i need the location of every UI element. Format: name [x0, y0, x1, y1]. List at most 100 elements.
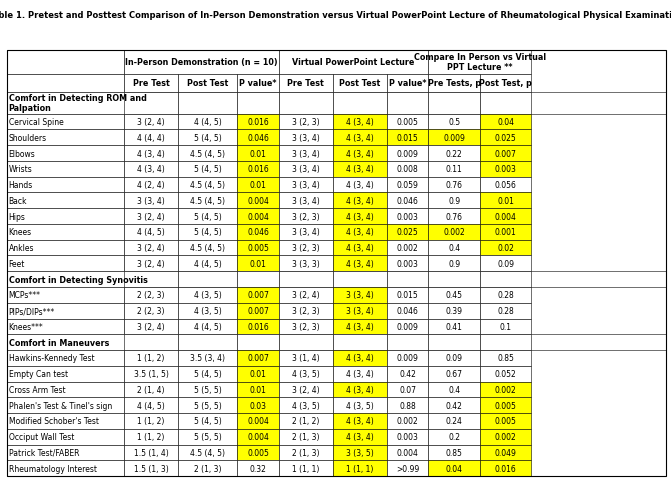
- Text: 3 (2, 4): 3 (2, 4): [292, 291, 319, 300]
- Text: 0.22: 0.22: [446, 149, 462, 158]
- Text: 0.02: 0.02: [497, 243, 514, 252]
- Bar: [7, 366, 124, 382]
- Bar: [333, 350, 387, 366]
- Bar: [333, 209, 387, 225]
- Text: 0.005: 0.005: [247, 243, 269, 252]
- Bar: [480, 162, 531, 177]
- Bar: [178, 209, 238, 225]
- Text: Patrick Test/FABER: Patrick Test/FABER: [9, 448, 79, 457]
- Text: Empty Can test: Empty Can test: [9, 370, 68, 378]
- Text: 0.76: 0.76: [446, 180, 462, 190]
- Text: 0.046: 0.046: [397, 196, 419, 205]
- Bar: [428, 114, 480, 130]
- Text: Post Test: Post Test: [187, 79, 228, 88]
- Bar: [7, 177, 124, 193]
- Text: Comfort in Maneuvers: Comfort in Maneuvers: [9, 338, 109, 347]
- Bar: [238, 193, 279, 209]
- Text: 5 (5, 5): 5 (5, 5): [194, 432, 221, 441]
- Bar: [178, 240, 238, 256]
- Bar: [178, 225, 238, 240]
- Bar: [387, 193, 428, 209]
- Bar: [178, 460, 238, 476]
- Text: Hips: Hips: [9, 212, 25, 221]
- Bar: [333, 335, 387, 350]
- Bar: [124, 256, 178, 272]
- Bar: [387, 272, 428, 288]
- Bar: [480, 177, 531, 193]
- Text: 0.01: 0.01: [250, 259, 266, 268]
- Text: 0.016: 0.016: [247, 118, 269, 127]
- Bar: [178, 288, 238, 303]
- Text: Elbows: Elbows: [9, 149, 36, 158]
- Bar: [428, 460, 480, 476]
- Text: 0.4: 0.4: [448, 243, 460, 252]
- Bar: [480, 350, 531, 366]
- Bar: [333, 288, 387, 303]
- Bar: [178, 162, 238, 177]
- Bar: [387, 397, 428, 413]
- Text: 4 (3, 5): 4 (3, 5): [194, 291, 221, 300]
- Text: 0.009: 0.009: [397, 354, 419, 363]
- Text: 4 (3, 4): 4 (3, 4): [346, 149, 374, 158]
- Text: 1 (1, 1): 1 (1, 1): [346, 464, 374, 473]
- Bar: [428, 335, 480, 350]
- Text: 2 (1, 4): 2 (1, 4): [138, 385, 165, 394]
- Text: 0.04: 0.04: [497, 118, 514, 127]
- Text: 4 (4, 5): 4 (4, 5): [194, 322, 221, 331]
- Bar: [333, 162, 387, 177]
- Bar: [178, 177, 238, 193]
- Text: 3 (3, 3): 3 (3, 3): [292, 259, 320, 268]
- Bar: [480, 288, 531, 303]
- Bar: [7, 50, 666, 476]
- Bar: [428, 429, 480, 444]
- Text: 4 (3, 4): 4 (3, 4): [346, 322, 374, 331]
- Text: Wrists: Wrists: [9, 165, 32, 174]
- Bar: [238, 429, 279, 444]
- Text: 4.5 (4, 5): 4.5 (4, 5): [190, 196, 225, 205]
- Text: 0.01: 0.01: [250, 180, 266, 190]
- Text: Shoulders: Shoulders: [9, 133, 47, 143]
- Text: 0.9: 0.9: [448, 259, 460, 268]
- Bar: [124, 319, 178, 335]
- Bar: [480, 397, 531, 413]
- Bar: [7, 350, 124, 366]
- Bar: [124, 50, 279, 75]
- Text: 5 (4, 5): 5 (4, 5): [194, 165, 221, 174]
- Bar: [279, 272, 333, 288]
- Bar: [387, 225, 428, 240]
- Bar: [480, 130, 531, 146]
- Text: 2 (2, 3): 2 (2, 3): [138, 291, 165, 300]
- Text: Ankles: Ankles: [9, 243, 34, 252]
- Bar: [178, 193, 238, 209]
- Bar: [178, 303, 238, 319]
- Bar: [387, 256, 428, 272]
- Bar: [279, 319, 333, 335]
- Text: 3 (2, 3): 3 (2, 3): [292, 322, 319, 331]
- Bar: [333, 75, 387, 93]
- Bar: [279, 366, 333, 382]
- Text: 4 (4, 5): 4 (4, 5): [137, 401, 165, 410]
- Bar: [333, 177, 387, 193]
- Bar: [387, 429, 428, 444]
- Bar: [428, 146, 480, 162]
- Text: 2 (1, 3): 2 (1, 3): [292, 448, 319, 457]
- Text: 3 (2, 4): 3 (2, 4): [292, 385, 319, 394]
- Text: 0.049: 0.049: [495, 448, 517, 457]
- Text: 3.5 (1, 5): 3.5 (1, 5): [134, 370, 168, 378]
- Bar: [124, 460, 178, 476]
- Bar: [124, 193, 178, 209]
- Text: 0.004: 0.004: [247, 432, 269, 441]
- Bar: [333, 366, 387, 382]
- Bar: [480, 114, 531, 130]
- Bar: [387, 93, 428, 114]
- Bar: [238, 114, 279, 130]
- Text: 3 (3, 4): 3 (3, 4): [292, 228, 320, 237]
- Text: Modified Schober's Test: Modified Schober's Test: [9, 417, 99, 426]
- Text: 1 (1, 1): 1 (1, 1): [292, 464, 319, 473]
- Text: 4 (3, 5): 4 (3, 5): [194, 307, 221, 315]
- Text: 0.009: 0.009: [397, 322, 419, 331]
- Bar: [279, 350, 333, 366]
- Text: 0.002: 0.002: [397, 417, 419, 426]
- Bar: [428, 193, 480, 209]
- Text: 4 (3, 5): 4 (3, 5): [292, 401, 320, 410]
